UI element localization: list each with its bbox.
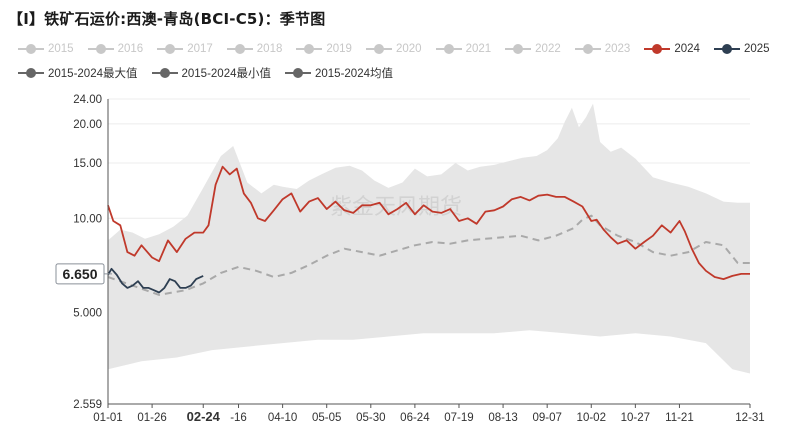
legend-label: 2019: [326, 43, 352, 55]
legend-swatch-icon: [18, 44, 44, 54]
series-line-2024: [107, 165, 750, 280]
y-tick-labels: 24.00 20.00 15.00 10.00 5.000 2.559: [73, 94, 102, 411]
legend-label: 2023: [604, 43, 631, 55]
x-tick-label: -16: [230, 412, 247, 424]
current-value-label: 6.650: [62, 266, 97, 282]
legend-label: 2015: [48, 43, 74, 55]
legend-swatch-icon: [157, 44, 184, 54]
legend-item-year-8[interactable]: 2023: [574, 43, 631, 55]
legend-swatch-icon: [285, 68, 311, 78]
legend-stats: 2015-2024最大值 2015-2024最小值 2015-2024均值: [18, 65, 407, 81]
x-tick-label: 07-19: [444, 412, 473, 424]
legend-item-year-5[interactable]: 2020: [365, 43, 422, 55]
legend-item-year-2[interactable]: 2017: [157, 43, 213, 55]
x-tick-label: 05-05: [312, 412, 341, 424]
legend-label: 2015-2024均值: [315, 68, 393, 80]
x-tick-label: 12-31: [735, 412, 764, 424]
axes: [107, 99, 750, 405]
legend-swatch-icon: [574, 44, 601, 54]
legend-swatch-icon: [365, 44, 392, 54]
legend-swatch-icon: [296, 44, 323, 54]
chart-title: 【I】铁矿石运价:西澳-青岛(BCI-C5)：季节图: [8, 10, 326, 28]
x-tick-label: 08-13: [488, 412, 517, 424]
x-tick-label: 01-26: [137, 412, 166, 424]
x-tick-label: 04-10: [268, 412, 297, 424]
legend-label: 2024: [674, 43, 700, 55]
y-tick-label: 24.00: [73, 94, 102, 106]
x-tick-label: 01-01: [93, 412, 122, 424]
legend-item-year-3[interactable]: 2018: [226, 43, 283, 55]
x-tick-label: 09-07: [532, 412, 561, 424]
x-tick-label: 10-02: [577, 412, 606, 424]
legend-swatch-icon: [151, 68, 178, 78]
legend-swatch-icon: [713, 44, 740, 54]
x-tick-labels: 01-01 01-26 02-24 -16 04-10 05-05 05-30 06-24 07…: [93, 404, 765, 424]
legend-swatch-icon: [644, 44, 671, 54]
x-tick-label: 05-30: [356, 412, 385, 424]
legend-label: 2018: [256, 43, 283, 55]
legend-label: 2022: [535, 43, 561, 55]
legend-label: 2015-2024最小值: [181, 68, 272, 80]
legend-item-year-7[interactable]: 2022: [505, 43, 561, 55]
legend-item-year-6[interactable]: 2021: [435, 43, 492, 55]
x-tick-label: 10-27: [621, 412, 650, 424]
legend-item-stat-0[interactable]: 2015-2024最大值: [18, 65, 138, 81]
legend-item-stat-2[interactable]: 2015-2024均值: [285, 65, 393, 81]
y-tick-label: 20.00: [73, 119, 102, 131]
x-tick-label: 02-24: [187, 409, 221, 424]
legend-item-year-4[interactable]: 2019: [296, 43, 352, 55]
legend-label: 2025: [743, 43, 770, 55]
legend-swatch-icon: [435, 44, 462, 54]
min-max-band: [108, 103, 750, 374]
legend-item-year-0[interactable]: 2015: [18, 43, 74, 55]
series-line-2015-2024均值: [107, 214, 750, 296]
legend-swatch-icon: [505, 44, 532, 54]
legend-years: 2015 2016 2017 2018 2019 2020 2021 2022 2023 2024…: [18, 43, 784, 55]
series-line-2025: [107, 267, 204, 294]
x-tick-label: 06-24: [400, 412, 430, 424]
series-lines: [107, 165, 750, 296]
legend-item-year-1[interactable]: 2016: [87, 43, 144, 55]
legend-item-year-10[interactable]: 2025: [713, 43, 770, 55]
x-tick-label: 11-21: [665, 412, 694, 424]
y-tick-label: 10.00: [73, 213, 102, 225]
current-value-marker: 6.650: [55, 263, 112, 285]
legend-swatch-icon: [87, 44, 114, 54]
legend-swatch-icon: [18, 68, 44, 78]
watermark: 紫金天风期货: [330, 195, 462, 220]
legend-label: 2021: [465, 43, 492, 55]
legend-label: 2015-2024最大值: [48, 68, 138, 80]
legend-label: 2020: [395, 43, 422, 55]
legend-item-year-9[interactable]: 2024: [644, 43, 700, 55]
y-tick-label: 15.00: [73, 158, 102, 170]
legend-swatch-icon: [226, 44, 253, 54]
legend-label: 2016: [117, 43, 144, 55]
y-tick-label: 5.000: [73, 308, 102, 320]
legend-label: 2017: [187, 43, 213, 55]
y-tick-label: 2.559: [73, 399, 102, 411]
max-min-band-area: [108, 103, 750, 374]
legend-item-stat-1[interactable]: 2015-2024最小值: [151, 65, 272, 81]
